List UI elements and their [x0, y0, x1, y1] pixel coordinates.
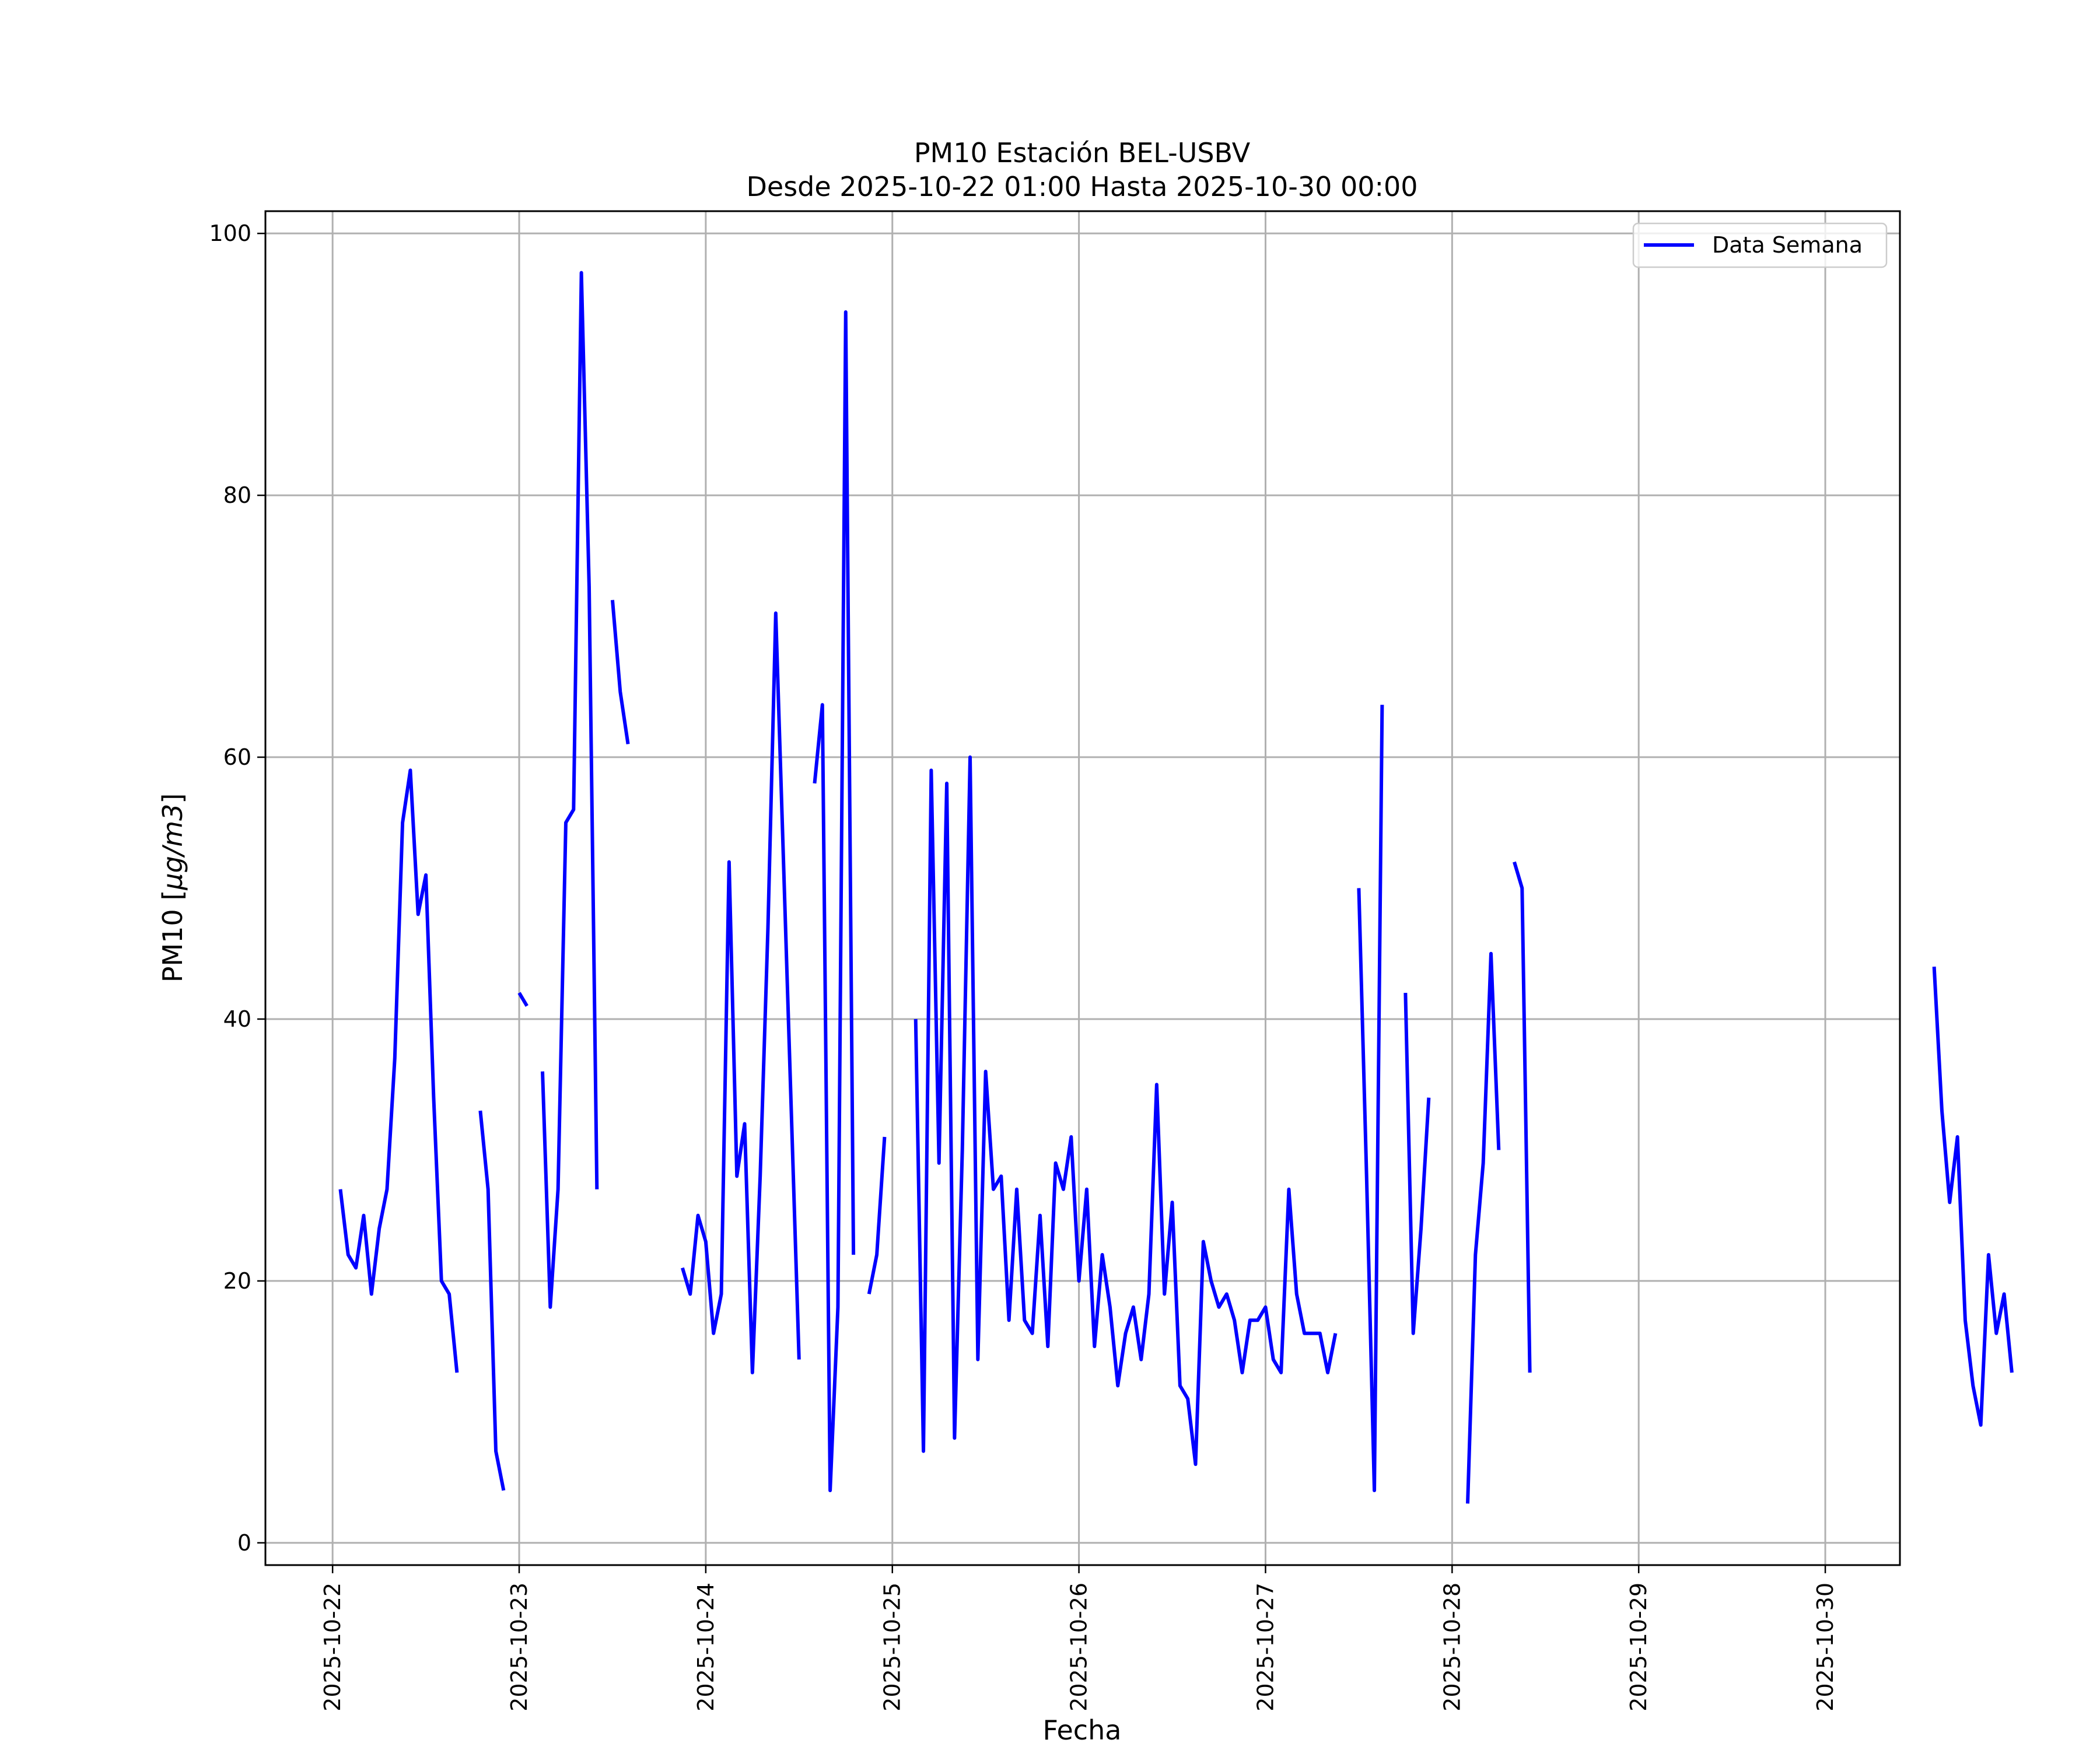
y-axis-label-prefix: PM10 [ — [157, 890, 188, 983]
y-axis-label-unit: μg/m3 — [157, 804, 188, 891]
x-tick-label: 2025-10-25 — [880, 1583, 905, 1712]
series-line-segment — [681, 611, 801, 1375]
plot-frame — [264, 210, 1901, 1566]
legend-box — [1632, 222, 1888, 268]
x-tick-label: 2025-10-24 — [693, 1583, 719, 1712]
tick-marks — [257, 232, 1826, 1573]
series-line-segment — [610, 600, 630, 745]
series-line-segment — [867, 1136, 887, 1294]
y-tick-label: 60 — [223, 744, 251, 770]
x-tick-label: 2025-10-22 — [320, 1583, 345, 1712]
grid — [265, 211, 1900, 1565]
x-tick-label: 2025-10-29 — [1626, 1583, 1651, 1712]
chart-subtitle: Desde 2025-10-22 01:00 Hasta 2025-10-30 … — [746, 171, 1418, 202]
x-tick-label: 2025-10-26 — [1066, 1583, 1092, 1712]
series-line-segment — [478, 1110, 506, 1491]
series-line-segment — [1404, 993, 1431, 1335]
x-tick-label: 2025-10-28 — [1439, 1583, 1465, 1712]
chart-title: PM10 Estación BEL-USBV — [914, 137, 1251, 169]
series-line-segment — [1357, 705, 1384, 1493]
x-tick-label: 2025-10-30 — [1812, 1583, 1838, 1712]
x-tick-label: 2025-10-23 — [506, 1583, 532, 1712]
series-layer — [338, 271, 2014, 1504]
series-line-segment — [1932, 967, 2014, 1427]
series-line-segment — [517, 992, 528, 1007]
series-line-segment — [1513, 861, 1532, 1373]
legend-label: Data Semana — [1712, 232, 1863, 258]
series-line-segment — [813, 310, 856, 1493]
y-tick-label: 80 — [223, 482, 251, 508]
x-axis-label: Fecha — [1043, 1714, 1122, 1746]
series-line-segment — [914, 755, 1338, 1466]
series-line-segment — [541, 271, 599, 1309]
y-axis-label: PM10 [μg/m3] — [157, 793, 188, 983]
x-tick-label: 2025-10-27 — [1252, 1583, 1278, 1712]
y-tick-label: 20 — [223, 1268, 251, 1294]
y-tick-label: 100 — [209, 220, 251, 246]
y-tick-label: 40 — [223, 1006, 251, 1032]
y-tick-label: 0 — [237, 1530, 251, 1556]
tick-labels: 2025-10-22 2025-10-23 2025-10-24 2025-10-25… — [209, 220, 1838, 1712]
series-line-segment — [338, 768, 459, 1373]
y-axis-label-suffix: ] — [157, 793, 188, 804]
series-line-segment — [1465, 951, 1501, 1504]
legend: Data Semana — [1632, 222, 1888, 268]
